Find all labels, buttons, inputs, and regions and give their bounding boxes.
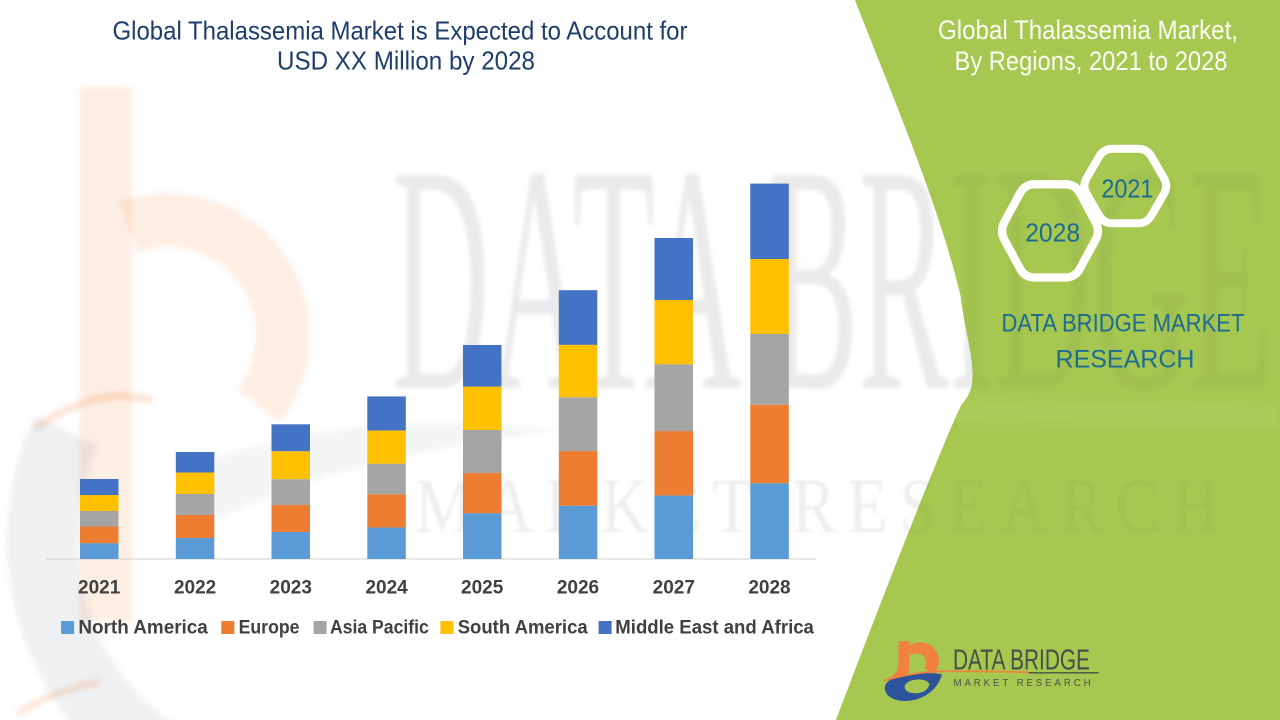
svg-text:2028: 2028 bbox=[1025, 218, 1080, 248]
svg-text:South America: South America bbox=[458, 618, 588, 639]
svg-text:Global Thalassemia Market is E: Global Thalassemia Market is Expected to… bbox=[113, 16, 688, 46]
svg-text:Global Thalassemia Market,: Global Thalassemia Market, bbox=[938, 15, 1238, 45]
svg-text:USD XX Million by 2028: USD XX Million by 2028 bbox=[277, 46, 535, 76]
svg-text:2024: 2024 bbox=[365, 578, 408, 599]
svg-text:MARKET RESEARCH: MARKET RESEARCH bbox=[415, 462, 1231, 549]
svg-text:2025: 2025 bbox=[461, 578, 504, 599]
svg-text:DATA BRIDGE MARKET: DATA BRIDGE MARKET bbox=[1002, 310, 1245, 338]
svg-text:2026: 2026 bbox=[557, 578, 599, 599]
svg-text:2022: 2022 bbox=[174, 578, 216, 599]
svg-text:MARKET RESEARCH: MARKET RESEARCH bbox=[954, 678, 1094, 689]
svg-text:2023: 2023 bbox=[270, 578, 312, 599]
svg-text:Middle East and Africa: Middle East and Africa bbox=[615, 618, 814, 639]
svg-text:DATA BRIDGE: DATA BRIDGE bbox=[392, 99, 1272, 459]
svg-text:Europe: Europe bbox=[239, 618, 300, 639]
svg-text:2027: 2027 bbox=[653, 578, 695, 599]
svg-text:2028: 2028 bbox=[748, 578, 790, 599]
svg-text:2021: 2021 bbox=[78, 578, 121, 599]
svg-text:By Regions, 2021 to 2028: By Regions, 2021 to 2028 bbox=[955, 46, 1228, 76]
svg-text:DATA BRIDGE: DATA BRIDGE bbox=[953, 645, 1090, 677]
svg-text:North America: North America bbox=[78, 618, 208, 639]
svg-text:Asia Pacific: Asia Pacific bbox=[330, 618, 429, 639]
svg-text:2021: 2021 bbox=[1101, 173, 1153, 203]
svg-text:RESEARCH: RESEARCH bbox=[1056, 346, 1195, 374]
